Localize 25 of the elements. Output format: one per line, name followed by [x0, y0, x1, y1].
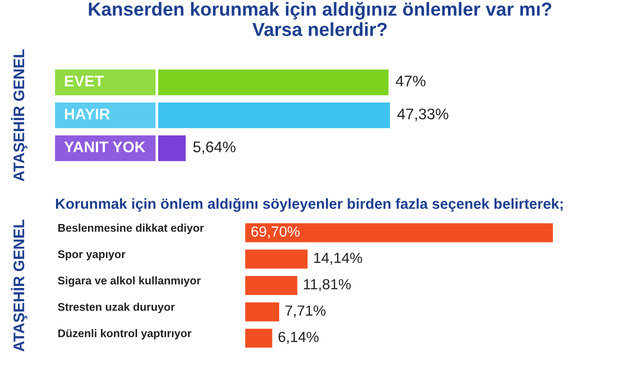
data-label: 47% [396, 76, 426, 86]
data-label: 7,71% [285, 305, 326, 318]
bar [245, 276, 298, 295]
data-label: 14,14% [314, 252, 362, 265]
y-tick-label: HAYIR [65, 108, 110, 120]
y-tick-label: Sigara ve alkol kullanmıyor [58, 276, 201, 287]
chart-title: Kanserden korunmak için aldığınız önlemler var mı? Varsa nelerdir? [88, 2, 552, 36]
y-tick-label: Spor yapıyor [58, 250, 126, 260]
bar [245, 223, 553, 242]
y-tick-label: EVET [65, 76, 104, 86]
data-label: 11,81% [304, 279, 351, 292]
y-tick-label: Stresten uzak duruyor [58, 302, 175, 314]
y-tick-label: YANIT YOK [64, 142, 146, 152]
data-label: 69,70% [251, 226, 300, 238]
bar [245, 302, 280, 322]
bar [245, 250, 308, 269]
data-label: 6,14% [278, 332, 319, 344]
chart-title: Korunmak için önlem aldığını söyleyenler birden fazla seçenek belirterek; [56, 198, 563, 212]
y-tick-label: Beslenmesine dikkat ediyor [58, 224, 204, 234]
y-axis-title: ATAŞEHİR GENEL [11, 49, 28, 182]
y-axis-title: ATAŞEHİR GENEL [11, 220, 28, 352]
y-tick-label: Düzenli kontrol yaptırıyor [58, 329, 192, 340]
data-label: 5,64% [193, 142, 236, 154]
data-label: 47,33% [397, 108, 448, 122]
bar [245, 328, 272, 348]
